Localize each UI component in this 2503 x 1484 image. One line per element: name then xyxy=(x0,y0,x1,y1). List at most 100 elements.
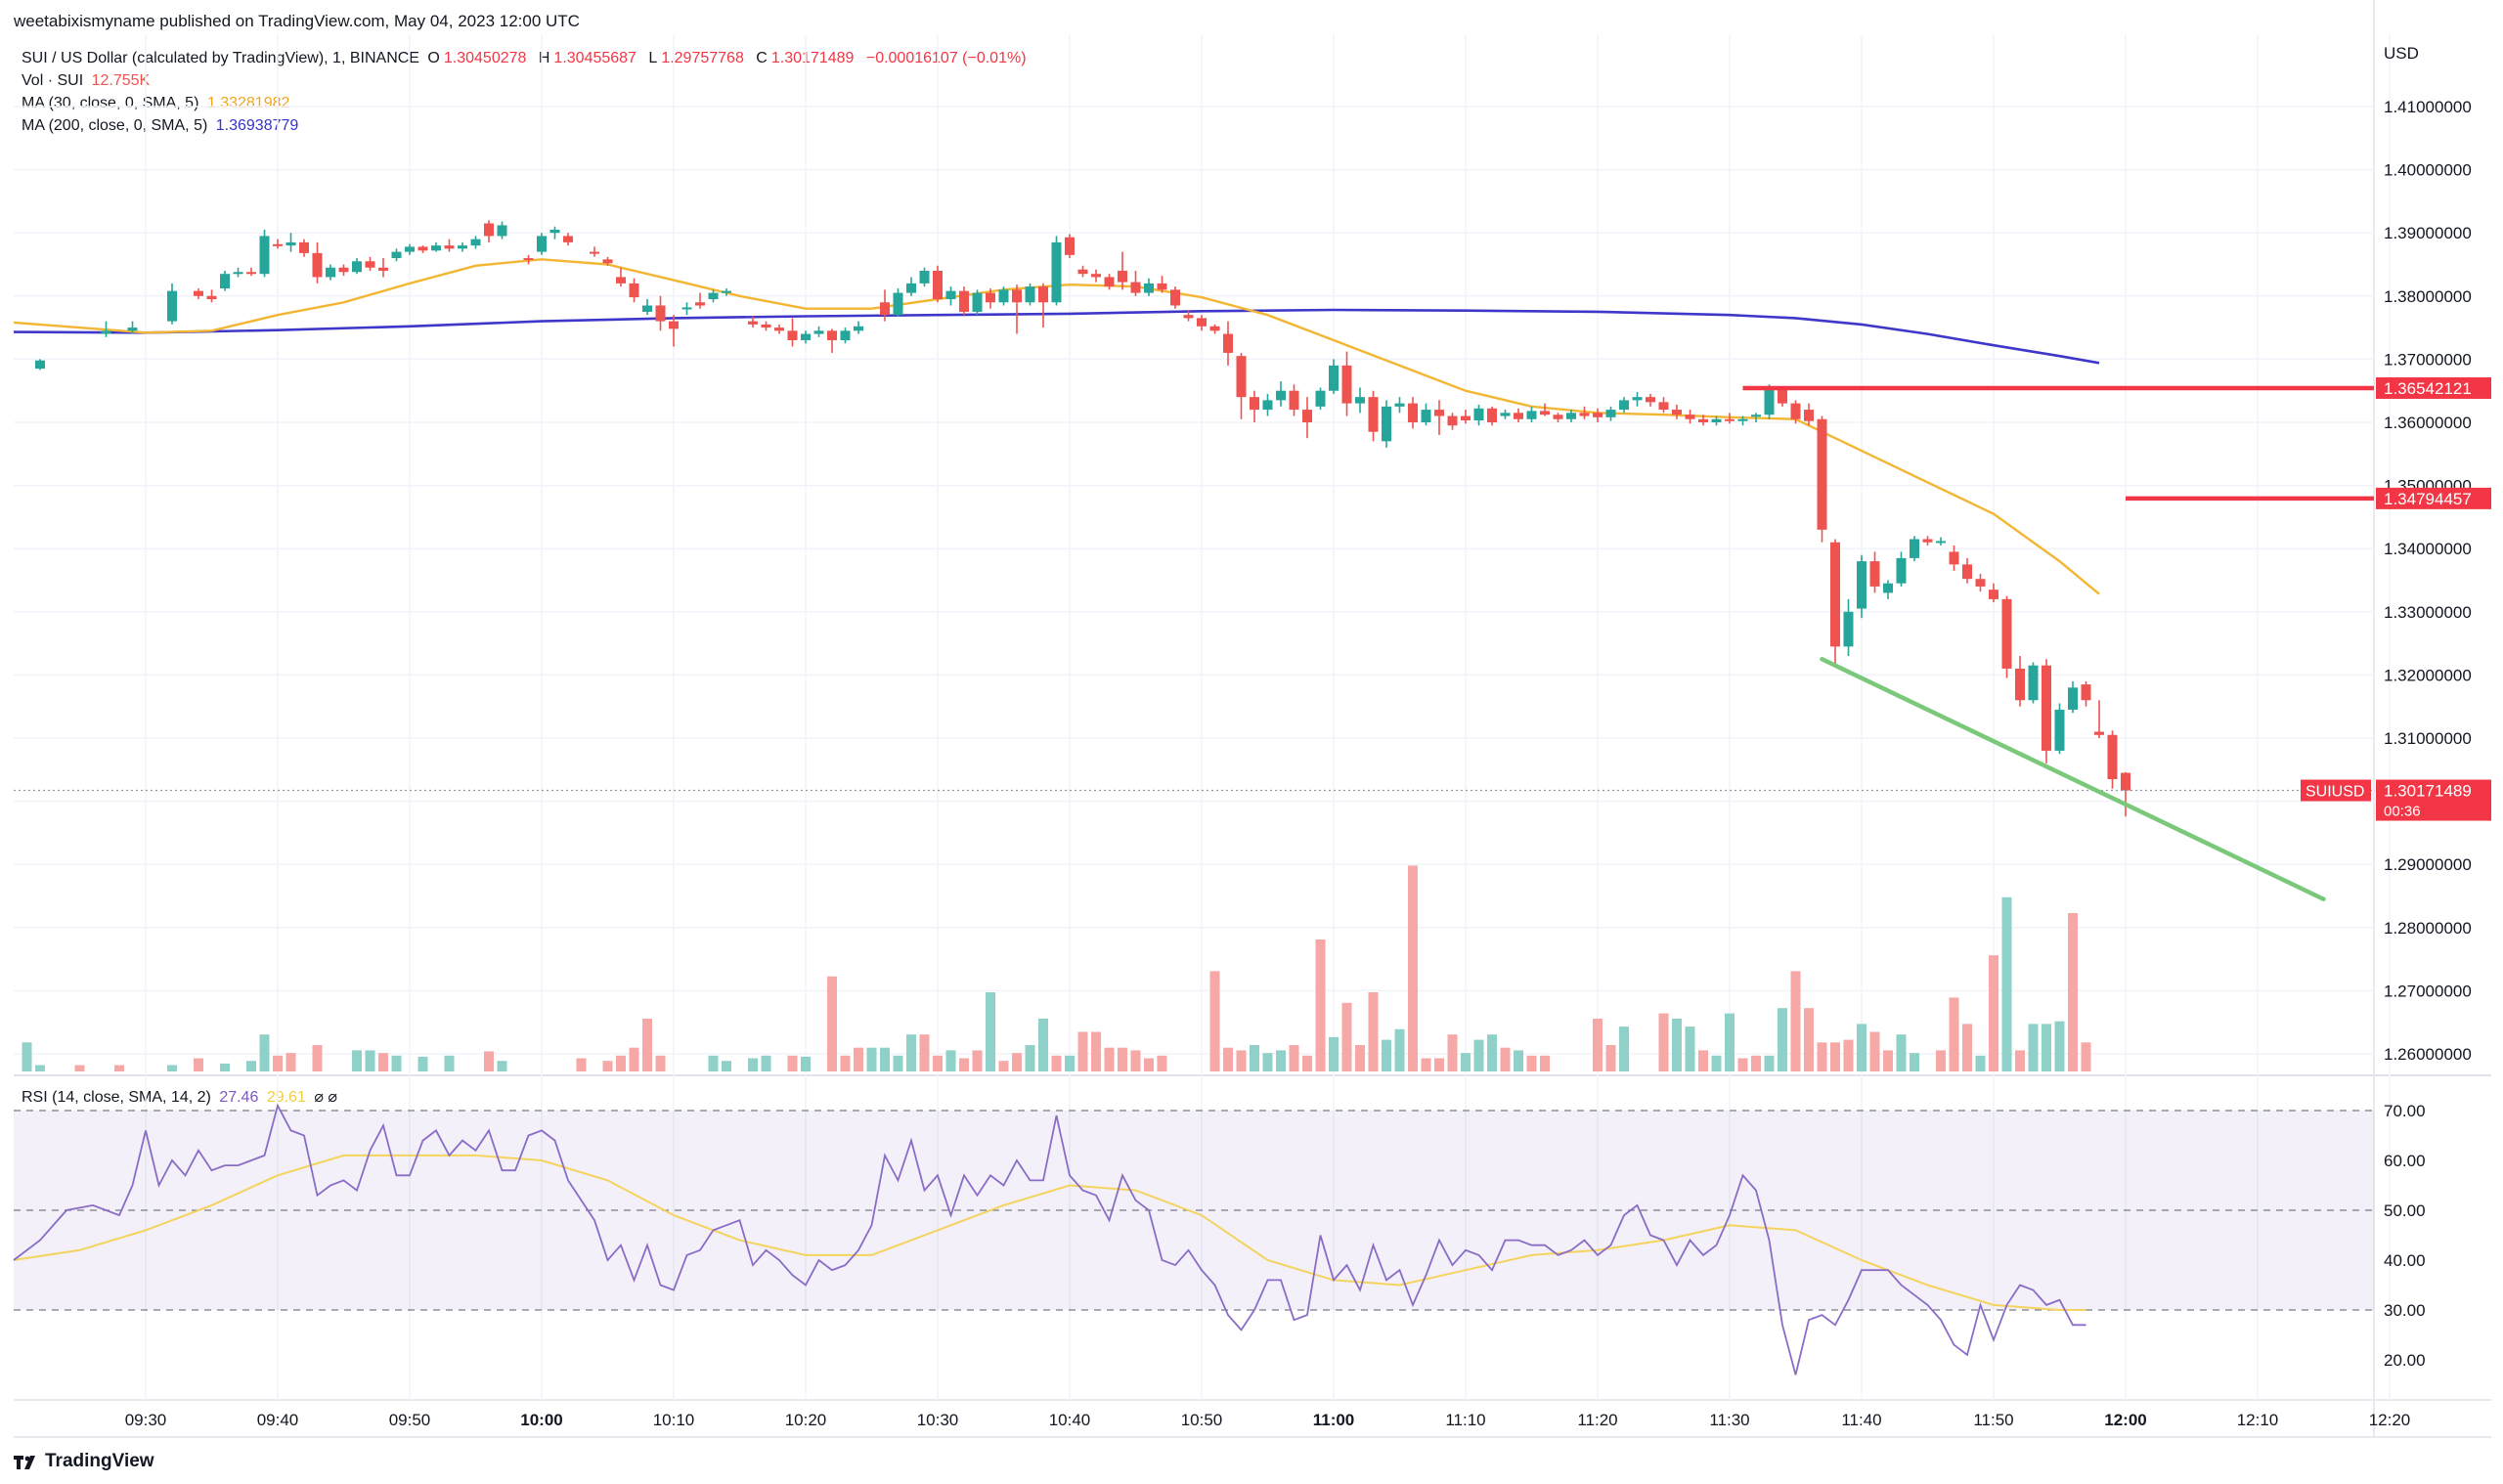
candle-body[interactable] xyxy=(1857,561,1866,609)
candle-body[interactable] xyxy=(669,321,679,329)
candle-body[interactable] xyxy=(1764,389,1775,415)
candle-body[interactable] xyxy=(933,270,943,300)
rsi-label[interactable]: RSI (14, close, SMA, 14, 2) xyxy=(22,1089,211,1106)
candle-body[interactable] xyxy=(1553,415,1563,419)
candle-body[interactable] xyxy=(563,236,573,242)
candle-body[interactable] xyxy=(338,267,349,273)
candle-body[interactable] xyxy=(1962,564,1972,580)
candle-body[interactable] xyxy=(1487,408,1497,422)
candle-body[interactable] xyxy=(549,229,560,234)
candle-body[interactable] xyxy=(1394,403,1405,407)
candle-body[interactable] xyxy=(1250,397,1259,411)
candle-body[interactable] xyxy=(1104,277,1115,287)
candle-body[interactable] xyxy=(1804,410,1814,421)
candle-body[interactable] xyxy=(1447,415,1458,426)
candle-body[interactable] xyxy=(1262,400,1273,411)
candle-body[interactable] xyxy=(1685,415,1695,419)
candle-body[interactable] xyxy=(1790,403,1801,419)
candle-body[interactable] xyxy=(1434,410,1444,416)
candle-body[interactable] xyxy=(1276,390,1286,401)
candle-body[interactable] xyxy=(326,267,335,278)
candle-body[interactable] xyxy=(972,292,983,312)
candle-body[interactable] xyxy=(1896,557,1907,584)
candle-body[interactable] xyxy=(893,292,903,316)
rsi-settings-icons[interactable]: ⌀ ⌀ xyxy=(314,1089,338,1106)
candle-body[interactable] xyxy=(1144,283,1154,293)
candle-body[interactable] xyxy=(1922,539,1933,543)
candle-body[interactable] xyxy=(444,245,455,249)
candle-body[interactable] xyxy=(1408,403,1418,422)
candle-body[interactable] xyxy=(1910,539,1919,558)
candle-body[interactable] xyxy=(748,321,758,325)
candle-body[interactable] xyxy=(1355,397,1365,404)
candle-body[interactable] xyxy=(405,246,415,252)
candle-body[interactable] xyxy=(194,290,203,296)
ma200-label[interactable]: MA (200, close, 0, SMA, 5) xyxy=(22,117,208,134)
candle-body[interactable] xyxy=(1183,315,1194,319)
candle-body[interactable] xyxy=(880,302,890,316)
candle-body[interactable] xyxy=(1579,413,1590,416)
candle-body[interactable] xyxy=(1197,318,1207,327)
candle-body[interactable] xyxy=(840,330,851,341)
candle-body[interactable] xyxy=(1830,542,1840,647)
candle-body[interactable] xyxy=(352,261,362,273)
candle-body[interactable] xyxy=(708,292,719,300)
candle-body[interactable] xyxy=(602,259,613,264)
candle-body[interactable] xyxy=(959,290,969,312)
candle-body[interactable] xyxy=(273,243,283,246)
candle-body[interactable] xyxy=(787,330,798,341)
candle-body[interactable] xyxy=(1461,415,1471,421)
candle-body[interactable] xyxy=(1170,289,1180,306)
candle-body[interactable] xyxy=(1157,283,1167,290)
candle-body[interactable] xyxy=(259,236,270,275)
candle-body[interactable] xyxy=(801,333,811,341)
candle-body[interactable] xyxy=(2081,684,2091,701)
candle-body[interactable] xyxy=(431,245,441,251)
candle-body[interactable] xyxy=(206,295,217,300)
candle-body[interactable] xyxy=(681,307,692,310)
candle-body[interactable] xyxy=(1975,579,1986,587)
candle-body[interactable] xyxy=(761,324,771,328)
candle-body[interactable] xyxy=(1605,410,1616,417)
candle-body[interactable] xyxy=(1209,326,1220,331)
candle-body[interactable] xyxy=(1341,365,1352,404)
candle-body[interactable] xyxy=(1843,611,1854,647)
candle-body[interactable] xyxy=(1566,413,1576,419)
candle-body[interactable] xyxy=(523,258,534,261)
candle-body[interactable] xyxy=(986,292,995,303)
candle-body[interactable] xyxy=(167,290,177,322)
candle-body[interactable] xyxy=(391,251,402,259)
candle-body[interactable] xyxy=(2068,687,2078,710)
candle-body[interactable] xyxy=(497,225,507,237)
candle-body[interactable] xyxy=(1883,583,1893,593)
tradingview-logo[interactable]: TradingView xyxy=(14,1451,154,1472)
candle-body[interactable] xyxy=(378,267,388,271)
candle-body[interactable] xyxy=(1302,410,1312,422)
candle-body[interactable] xyxy=(1725,418,1735,421)
candle-body[interactable] xyxy=(1118,270,1127,283)
candle-body[interactable] xyxy=(365,261,375,268)
candle-body[interactable] xyxy=(1698,418,1708,422)
candle-body[interactable] xyxy=(101,330,111,334)
candle-body[interactable] xyxy=(1778,389,1787,404)
candle-body[interactable] xyxy=(484,223,494,237)
candle-body[interactable] xyxy=(1619,400,1629,411)
candle-body[interactable] xyxy=(2054,709,2065,751)
candle-body[interactable] xyxy=(1236,356,1247,398)
candle-body[interactable] xyxy=(1077,269,1088,275)
candle-body[interactable] xyxy=(2094,731,2104,735)
candle-body[interactable] xyxy=(470,239,481,246)
candle-body[interactable] xyxy=(945,290,956,300)
candle-body[interactable] xyxy=(1936,541,1946,544)
candle-body[interactable] xyxy=(1540,411,1550,415)
trendline[interactable] xyxy=(1820,657,2326,901)
candle-body[interactable] xyxy=(312,252,323,278)
candle-body[interactable] xyxy=(629,283,639,298)
candle-body[interactable] xyxy=(1091,274,1101,278)
candle-body[interactable] xyxy=(285,241,296,246)
candle-body[interactable] xyxy=(35,360,45,370)
candle-body[interactable] xyxy=(854,326,863,331)
candle-body[interactable] xyxy=(1012,289,1022,303)
candle-body[interactable] xyxy=(590,251,599,254)
